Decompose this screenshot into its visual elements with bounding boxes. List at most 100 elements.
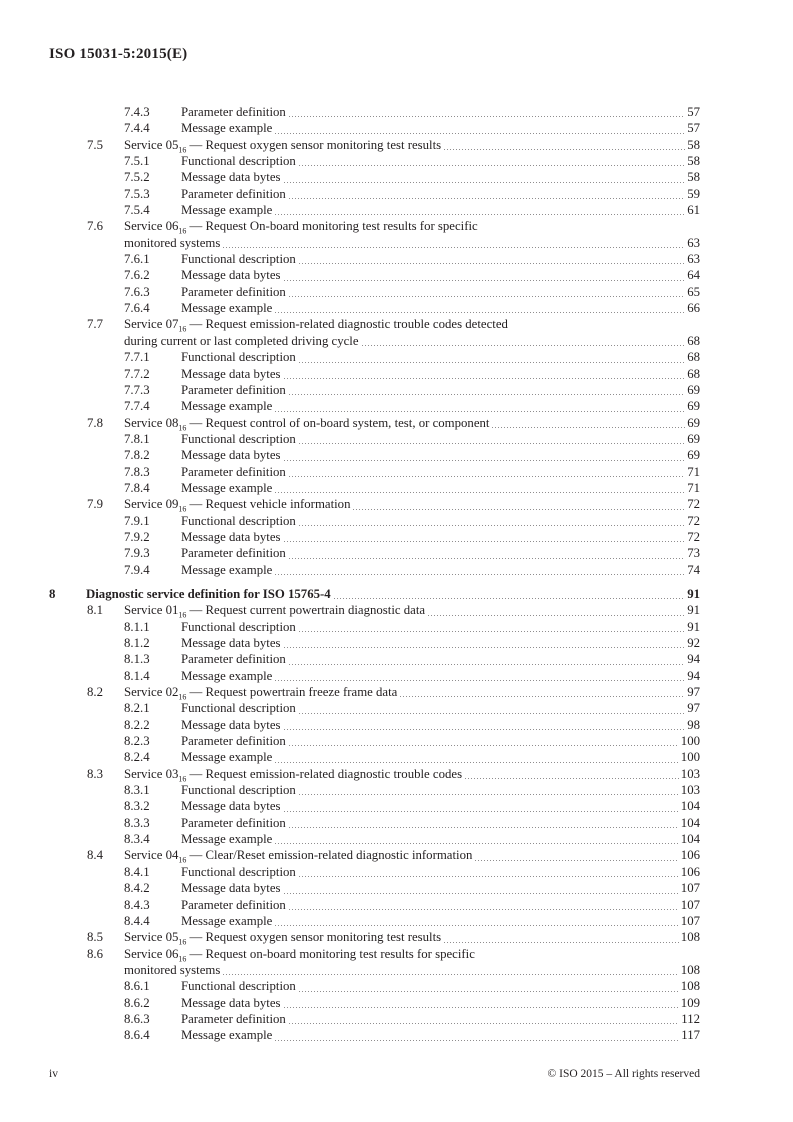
toc-entry-body: Service 0516 — Request oxygen sensor mon… [124,137,700,155]
toc-entry-page: 68 [687,333,700,348]
toc-entry-page: 59 [687,186,700,201]
toc-entry-body: Message data bytes 69 [181,447,700,463]
toc-entry-title: Message data bytes [181,170,281,185]
toc-entry-page: 74 [687,562,700,577]
toc-entry: 8.6.3 Parameter definition 112 [49,1011,700,1027]
toc-entry-title: Message example [181,203,273,218]
toc-entry: 7.7.3 Parameter definition 69 [49,382,700,398]
dot-leader [275,312,686,314]
toc-entry: 7.9 Service 0916 — Request vehicle inform… [49,496,700,514]
toc-entry-number: 8.2.3 [124,734,150,749]
toc-entry-body: Parameter definition 104 [181,815,700,831]
table-of-contents: 7.4.3 Parameter definition 57 7.4.4 Message … [49,104,700,1044]
dot-leader [275,1039,680,1041]
toc-entry: 8.1.2 Message data bytes 92 [49,635,700,651]
toc-entry: 8.4.4 Message example 107 [49,913,700,929]
toc-entry-number: 7.5 [87,137,103,152]
toc-entry-title: Parameter definition [181,734,286,749]
dot-leader [492,426,686,428]
toc-entry: 8 Diagnostic service definition for ISO 1… [49,586,700,602]
toc-entry: 8.1.3 Parameter definition 94 [49,651,700,667]
toc-entry-title: Parameter definition [181,464,286,479]
toc-entry-body: Parameter definition 71 [181,464,700,480]
toc-entry-body: Message data bytes 104 [181,798,700,814]
toc-entry-page: 71 [687,480,700,495]
dot-leader [361,345,686,347]
toc-entry-title: Parameter definition [181,1011,286,1026]
toc-entry-title-continued: monitored systems [124,962,221,977]
toc-entry-title: Message data bytes [181,881,281,896]
hex-base-subscript: 16 [178,145,187,155]
toc-entry: 7.9.2 Message data bytes 72 [49,529,700,545]
dot-leader [283,1006,679,1008]
toc-entry-number: 7.9.3 [124,546,150,561]
dot-leader [288,198,686,200]
toc-entry-page: 68 [687,350,700,365]
toc-entry-body: Message example 100 [181,749,700,765]
toc-entry-body: Service 0516 — Request oxygen sensor mon… [124,929,700,947]
toc-entry-number: 8.6.4 [124,1028,150,1043]
toc-entry-title: Service 0116 — Request current powertrai… [124,603,426,620]
toc-entry-number: 8.1.3 [124,652,150,667]
toc-entry-body: Parameter definition 94 [181,651,700,667]
toc-entry-title: Functional description [181,154,296,169]
toc-entry-body: Service 0116 — Request current powertrai… [124,602,700,620]
toc-entry-page: 104 [680,832,700,847]
toc-entry: 7.9.4 Message example 74 [49,562,700,578]
toc-entry: 8.3.1 Functional description 103 [49,782,700,798]
dot-leader [283,377,686,379]
dot-leader [288,908,679,910]
dot-leader [223,974,679,976]
toc-entry: 7.9.3 Parameter definition 73 [49,545,700,561]
dot-leader [283,279,686,281]
toc-entry-page: 117 [681,1028,700,1043]
toc-entry-title: Functional description [181,513,296,528]
toc-entry-body: Message example 107 [181,913,700,929]
toc-entry-title: Service 0816 — Request control of on-boa… [124,415,490,433]
dot-leader [288,557,686,559]
toc-entry-body: Message data bytes 58 [181,169,700,185]
toc-entry-title-continued: during current or last completed driving… [124,333,359,348]
toc-entry-title: Parameter definition [181,546,286,561]
toc-entry: 8.6.4 Message example 117 [49,1027,700,1043]
dot-leader [283,892,679,894]
hex-base-subscript: 16 [178,692,187,702]
toc-entry: 7.4.3 Parameter definition 57 [49,104,700,120]
toc-entry-title: Parameter definition [181,382,286,397]
toc-entry-page: 103 [680,783,700,798]
toc-entry-body: Parameter definition 73 [181,545,700,561]
toc-entry-body: Message data bytes 68 [181,366,700,382]
toc-entry-number: 7.5.1 [124,154,150,169]
toc-entry-body: Message example 71 [181,480,700,496]
hex-base-subscript: 16 [178,856,187,866]
toc-entry-number: 7.9.2 [124,529,150,544]
toc-entry-page: 69 [687,399,700,414]
toc-entry-number: 7.6.3 [124,284,150,299]
hex-base-subscript: 16 [178,937,187,947]
dot-leader [353,508,686,510]
toc-entry-page: 106 [680,864,700,879]
toc-entry-title: Service 0916 — Request vehicle informati… [124,497,351,514]
hex-base-subscript: 16 [178,423,187,433]
toc-entry-page: 72 [687,513,700,528]
toc-entry-title: Functional description [181,701,296,716]
toc-entry-page: 66 [687,301,700,316]
toc-entry-number: 8.6.2 [124,995,150,1010]
dot-leader [475,859,679,861]
toc-entry: 8.4.3 Parameter definition 107 [49,897,700,913]
dot-leader [288,475,686,477]
toc-entry-number: 8.3.1 [124,783,150,798]
document-footer: iv © ISO 2015 – All rights reserved [49,1068,700,1080]
toc-entry-body: Functional description 103 [181,782,700,798]
toc-entry-page: 107 [680,897,700,912]
toc-entry-body: Message data bytes 109 [181,995,700,1011]
toc-entry-page: 61 [687,203,700,218]
toc-entry-number: 8.2.1 [124,701,150,716]
toc-entry-number: 7.8.2 [124,448,150,463]
toc-entry-page: 63 [687,235,700,250]
toc-entry-body: Parameter definition 69 [181,382,700,398]
dot-leader [288,663,686,665]
toc-entry-page: 92 [687,636,700,650]
toc-entry: 8.6 Service 0616 — Request on-board monit… [49,946,700,979]
toc-entry-body: Message example 74 [181,562,700,578]
